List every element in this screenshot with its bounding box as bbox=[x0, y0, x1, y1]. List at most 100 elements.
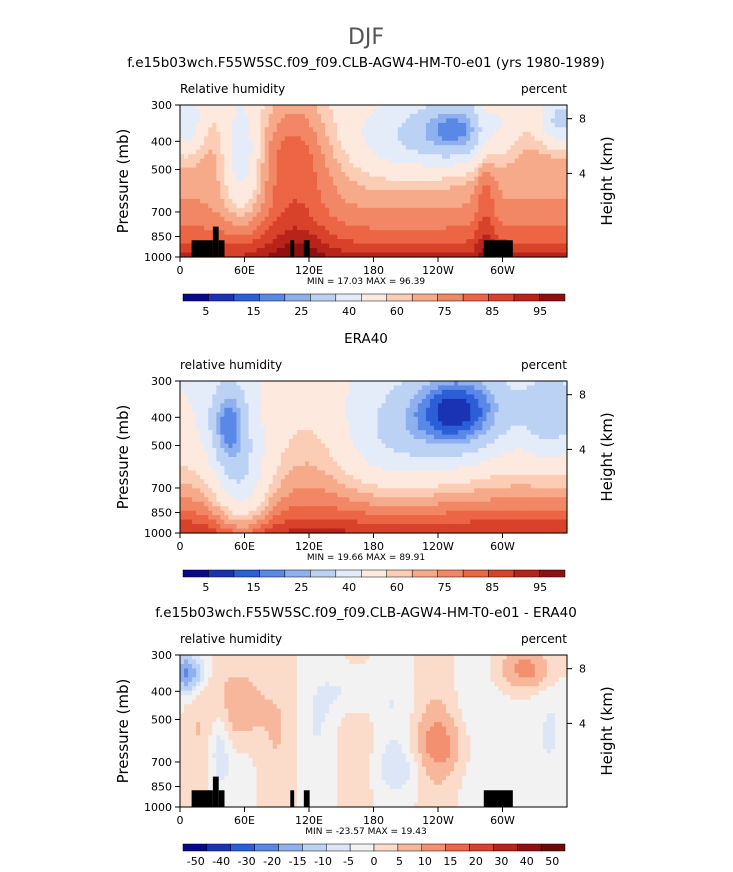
field-cell bbox=[442, 448, 447, 454]
field-cell bbox=[450, 398, 455, 404]
field-cell bbox=[184, 225, 189, 231]
field-cell bbox=[192, 172, 197, 178]
field-cell bbox=[385, 398, 391, 404]
field-cell bbox=[260, 181, 266, 187]
field-cell bbox=[417, 172, 423, 178]
field-cell bbox=[401, 239, 407, 245]
field-cell bbox=[454, 140, 459, 146]
field-cell bbox=[313, 425, 318, 431]
field-cell bbox=[470, 167, 475, 173]
field-cell bbox=[385, 212, 391, 218]
field-cell bbox=[244, 385, 250, 391]
field-cell bbox=[248, 149, 254, 155]
field-cell bbox=[357, 443, 363, 449]
field-cell bbox=[530, 398, 536, 404]
field-cell bbox=[542, 203, 548, 209]
field-cell bbox=[454, 185, 459, 191]
field-cell bbox=[212, 434, 217, 440]
field-cell bbox=[236, 412, 242, 418]
field-cell bbox=[454, 181, 459, 187]
field-cell bbox=[518, 145, 524, 151]
field-cell bbox=[554, 176, 560, 182]
field-cell bbox=[357, 248, 363, 254]
field-cell bbox=[377, 172, 383, 178]
field-cell bbox=[433, 234, 439, 240]
field-cell bbox=[421, 207, 427, 213]
field-cell bbox=[562, 421, 568, 427]
field-cell bbox=[377, 149, 383, 155]
field-cell bbox=[401, 439, 407, 445]
field-cell bbox=[349, 248, 354, 254]
field-cell bbox=[228, 216, 234, 222]
field-cell bbox=[349, 443, 354, 449]
field-cell bbox=[502, 221, 508, 227]
field-cell bbox=[296, 430, 302, 436]
field-cell bbox=[425, 234, 431, 240]
field-cell bbox=[546, 381, 552, 387]
field-cell bbox=[337, 172, 342, 178]
field-cell bbox=[192, 198, 197, 204]
field-cell bbox=[393, 149, 399, 155]
field-cell bbox=[349, 131, 354, 137]
field-cell bbox=[180, 425, 185, 431]
field-cell bbox=[454, 248, 459, 254]
field-cell bbox=[490, 389, 496, 396]
field-cell bbox=[506, 198, 512, 204]
field-cell bbox=[296, 194, 302, 200]
field-cell bbox=[438, 145, 443, 151]
field-cell bbox=[276, 407, 282, 413]
field-cell bbox=[514, 443, 520, 449]
field-cell bbox=[462, 163, 467, 169]
field-cell bbox=[361, 248, 367, 254]
field-cell bbox=[530, 163, 536, 169]
field-cell bbox=[494, 131, 500, 137]
field-cell bbox=[369, 439, 375, 445]
field-cell bbox=[192, 434, 197, 440]
field-cell bbox=[433, 394, 439, 400]
field-cell bbox=[538, 131, 544, 137]
field-cell bbox=[345, 172, 350, 178]
field-cell bbox=[353, 216, 358, 222]
field-cell bbox=[220, 203, 225, 209]
field-cell bbox=[333, 189, 338, 196]
field-cell bbox=[526, 127, 532, 133]
field-cell bbox=[329, 203, 334, 209]
field-cell bbox=[216, 140, 221, 146]
field-cell bbox=[184, 381, 189, 387]
field-cell bbox=[280, 212, 286, 218]
field-cell bbox=[288, 194, 294, 200]
field-cell bbox=[446, 131, 451, 137]
field-cell bbox=[466, 212, 471, 218]
y-tick-label: 400 bbox=[151, 135, 172, 148]
field-cell bbox=[216, 185, 221, 191]
field-cell bbox=[337, 158, 342, 164]
field-cell bbox=[546, 412, 552, 418]
field-cell bbox=[353, 407, 358, 413]
field-cell bbox=[284, 425, 290, 431]
field-cell bbox=[196, 105, 201, 111]
field-cell bbox=[304, 158, 310, 164]
field-cell bbox=[317, 389, 322, 396]
field-cell bbox=[393, 448, 399, 454]
field-cell bbox=[470, 421, 475, 427]
field-cell bbox=[280, 439, 286, 445]
field-cell bbox=[530, 403, 536, 409]
field-cell bbox=[462, 421, 467, 427]
field-cell bbox=[494, 398, 500, 404]
field-cell bbox=[345, 407, 350, 413]
field-cell bbox=[264, 425, 270, 431]
field-cell bbox=[470, 407, 475, 413]
field-cell bbox=[454, 118, 459, 124]
field-cell bbox=[256, 163, 262, 169]
field-cell bbox=[220, 381, 225, 387]
field-cell bbox=[337, 416, 342, 422]
field-cell bbox=[458, 189, 463, 196]
field-cell bbox=[313, 239, 318, 245]
field-cell bbox=[518, 425, 524, 431]
field-cell bbox=[252, 443, 258, 449]
field-cell bbox=[373, 216, 379, 222]
field-cell bbox=[377, 198, 383, 204]
field-cell bbox=[304, 194, 310, 200]
field-cell bbox=[538, 430, 544, 436]
field-cell bbox=[377, 434, 383, 440]
